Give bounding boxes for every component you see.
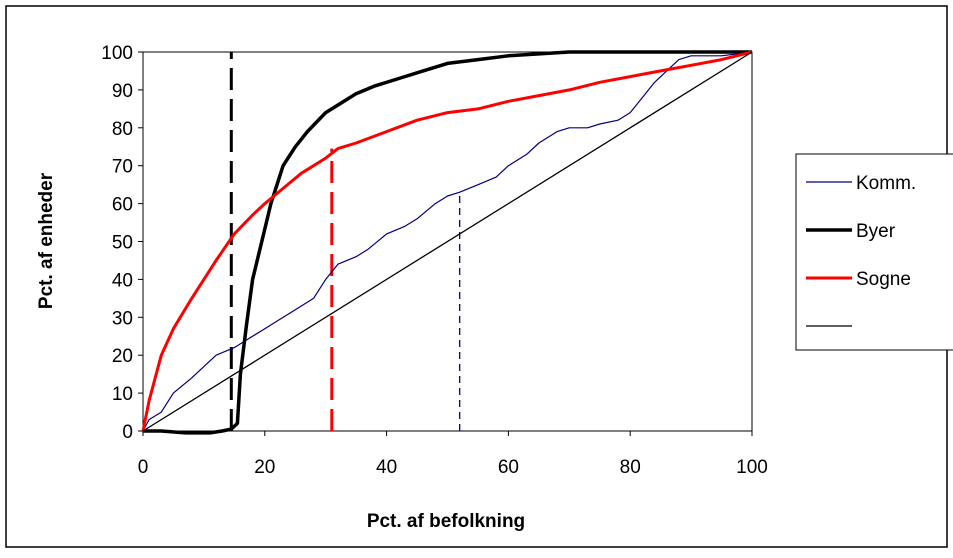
y-tick-label: 30: [112, 308, 133, 329]
series-line-1: [143, 50, 752, 435]
y-tick-label: 50: [112, 233, 133, 254]
legend-label-2: Sogne: [856, 269, 911, 290]
y-axis-ticks: 0 10 20 30 40 50 60 70 80 90 100: [101, 43, 143, 443]
series-line-0: [142, 51, 753, 432]
y-tick-label: 90: [112, 81, 133, 102]
y-tick-label: 60: [112, 195, 133, 216]
y-tick-label: 20: [112, 346, 133, 367]
x-axis-title: Pct. af befolkning: [367, 511, 525, 532]
x-tick-label: 80: [620, 457, 641, 478]
x-tick-label: 20: [254, 457, 275, 478]
legend: Komm. Byer Sogne: [795, 153, 953, 351]
x-axis-ticks: 0 20 40 60 80 100: [138, 431, 768, 478]
legend-label-0: Komm.: [856, 173, 916, 194]
reference-lines: [229, 52, 461, 431]
y-tick-label: 70: [112, 157, 133, 178]
series-group: [141, 50, 753, 435]
legend-label-1: Byer: [856, 221, 896, 242]
y-tick-label: 80: [112, 119, 133, 140]
legend-box: [795, 153, 953, 351]
y-axis-title: Pct. af enheder: [36, 172, 57, 309]
x-tick-label: 60: [498, 457, 519, 478]
series-line-3: [142, 51, 753, 432]
y-tick-label: 10: [112, 384, 133, 405]
series-line-2: [141, 50, 753, 432]
x-tick-label: 100: [736, 457, 768, 478]
x-tick-label: 0: [138, 457, 149, 478]
x-tick-label: 40: [376, 457, 397, 478]
y-tick-label: 0: [122, 422, 133, 443]
y-tick-label: 40: [112, 270, 133, 291]
y-tick-label: 100: [101, 43, 133, 64]
